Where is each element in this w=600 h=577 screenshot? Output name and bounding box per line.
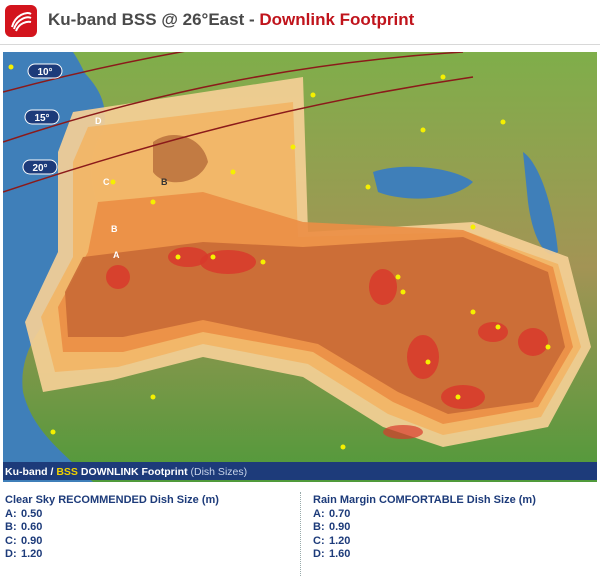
dish-size: 1.60 xyxy=(329,548,351,560)
zone-b-europe xyxy=(153,134,208,183)
zone-label: A: xyxy=(5,507,17,520)
table-row: B: 0.60 xyxy=(5,521,290,535)
page-title: Ku-band BSS @ 26°East - Downlink Footpri… xyxy=(48,10,414,30)
zone-a xyxy=(65,237,565,414)
dish-size: 0.70 xyxy=(329,507,351,520)
elevation-arc xyxy=(3,52,185,93)
title-highlight: Downlink Footprint xyxy=(259,10,415,29)
dish-size: 1.20 xyxy=(329,534,351,547)
table-row: A: 0.50 xyxy=(5,508,290,522)
hotspot xyxy=(407,335,439,379)
hotspot xyxy=(369,269,397,305)
elevation-label: 15° xyxy=(34,113,49,124)
dish-size: 1.20 xyxy=(21,548,43,560)
table-title: Rain Margin COMFORTABLE Dish Size (m) xyxy=(313,494,536,506)
table-title: Clear Sky RECOMMENDED Dish Size (m) xyxy=(5,494,219,506)
dish-size: 0.60 xyxy=(21,521,43,533)
divider xyxy=(300,492,301,576)
hotspot xyxy=(383,425,423,439)
caption-note: (Dish Sizes) xyxy=(191,466,248,478)
table-row: B: 0.90 xyxy=(313,521,598,535)
logo-icon xyxy=(5,5,37,37)
dish-size-table: Rain Margin COMFORTABLE Dish Size (m) A: 0… xyxy=(313,494,598,562)
zone-label: D xyxy=(95,116,102,126)
caspian-sea xyxy=(523,152,558,255)
table-row: C: 0.90 xyxy=(5,535,290,549)
caption-prefix: Ku-band / xyxy=(5,466,53,478)
black-sea xyxy=(373,166,473,199)
dish-size: 0.90 xyxy=(21,534,43,547)
hotspot xyxy=(106,265,130,289)
hotspot xyxy=(478,322,508,342)
caption-main: DOWNLINK Footprint xyxy=(81,466,188,478)
elevation-label: 20° xyxy=(32,163,47,174)
elevation-labels: 10° 15° 20° xyxy=(22,63,63,175)
elevation-arc xyxy=(3,76,474,193)
table-row: D: 1.20 xyxy=(5,548,290,562)
zone-label: B: xyxy=(5,521,17,533)
hotspot xyxy=(200,250,256,274)
dish-size: 0.50 xyxy=(21,507,43,520)
caption-highlight: BSS xyxy=(56,466,78,478)
title-text: Ku-band BSS @ 26°East xyxy=(48,10,245,29)
title-separator: - xyxy=(248,10,255,29)
header: Ku-band BSS @ 26°East - Downlink Footpri… xyxy=(0,0,600,45)
caption-bar xyxy=(3,462,597,480)
zone-label: B xyxy=(111,224,118,234)
dish-size: 0.90 xyxy=(329,521,351,533)
zone-label: D: xyxy=(5,548,17,560)
footprint-map: 10° 15° 20° D C B B A Ku-band / BSS DOWN… xyxy=(3,52,597,482)
zone-label: C: xyxy=(5,534,17,547)
hotspot xyxy=(441,385,485,409)
zone-labels: D C B B A xyxy=(95,116,168,260)
zone-label: C: xyxy=(313,534,325,547)
zone-label: A xyxy=(113,250,120,260)
elevation-arc xyxy=(3,52,464,143)
zone-label: B: xyxy=(313,521,325,533)
zone-label: B xyxy=(161,177,168,187)
elevation-label: 10° xyxy=(37,67,52,78)
hotspot xyxy=(518,328,548,356)
table-row: C: 1.20 xyxy=(313,535,598,549)
hotspot xyxy=(168,247,208,267)
table-row: A: 0.70 xyxy=(313,508,598,522)
city-dots xyxy=(8,64,551,450)
dish-size-table: Clear Sky RECOMMENDED Dish Size (m) A: 0.5… xyxy=(5,494,290,562)
zone-label: D: xyxy=(313,548,325,560)
zone-label: A: xyxy=(313,507,325,520)
table-row: D: 1.60 xyxy=(313,548,598,562)
caption: Ku-band / BSS DOWNLINK Footprint (Dish S… xyxy=(5,466,247,478)
zone-label: C xyxy=(103,177,110,187)
